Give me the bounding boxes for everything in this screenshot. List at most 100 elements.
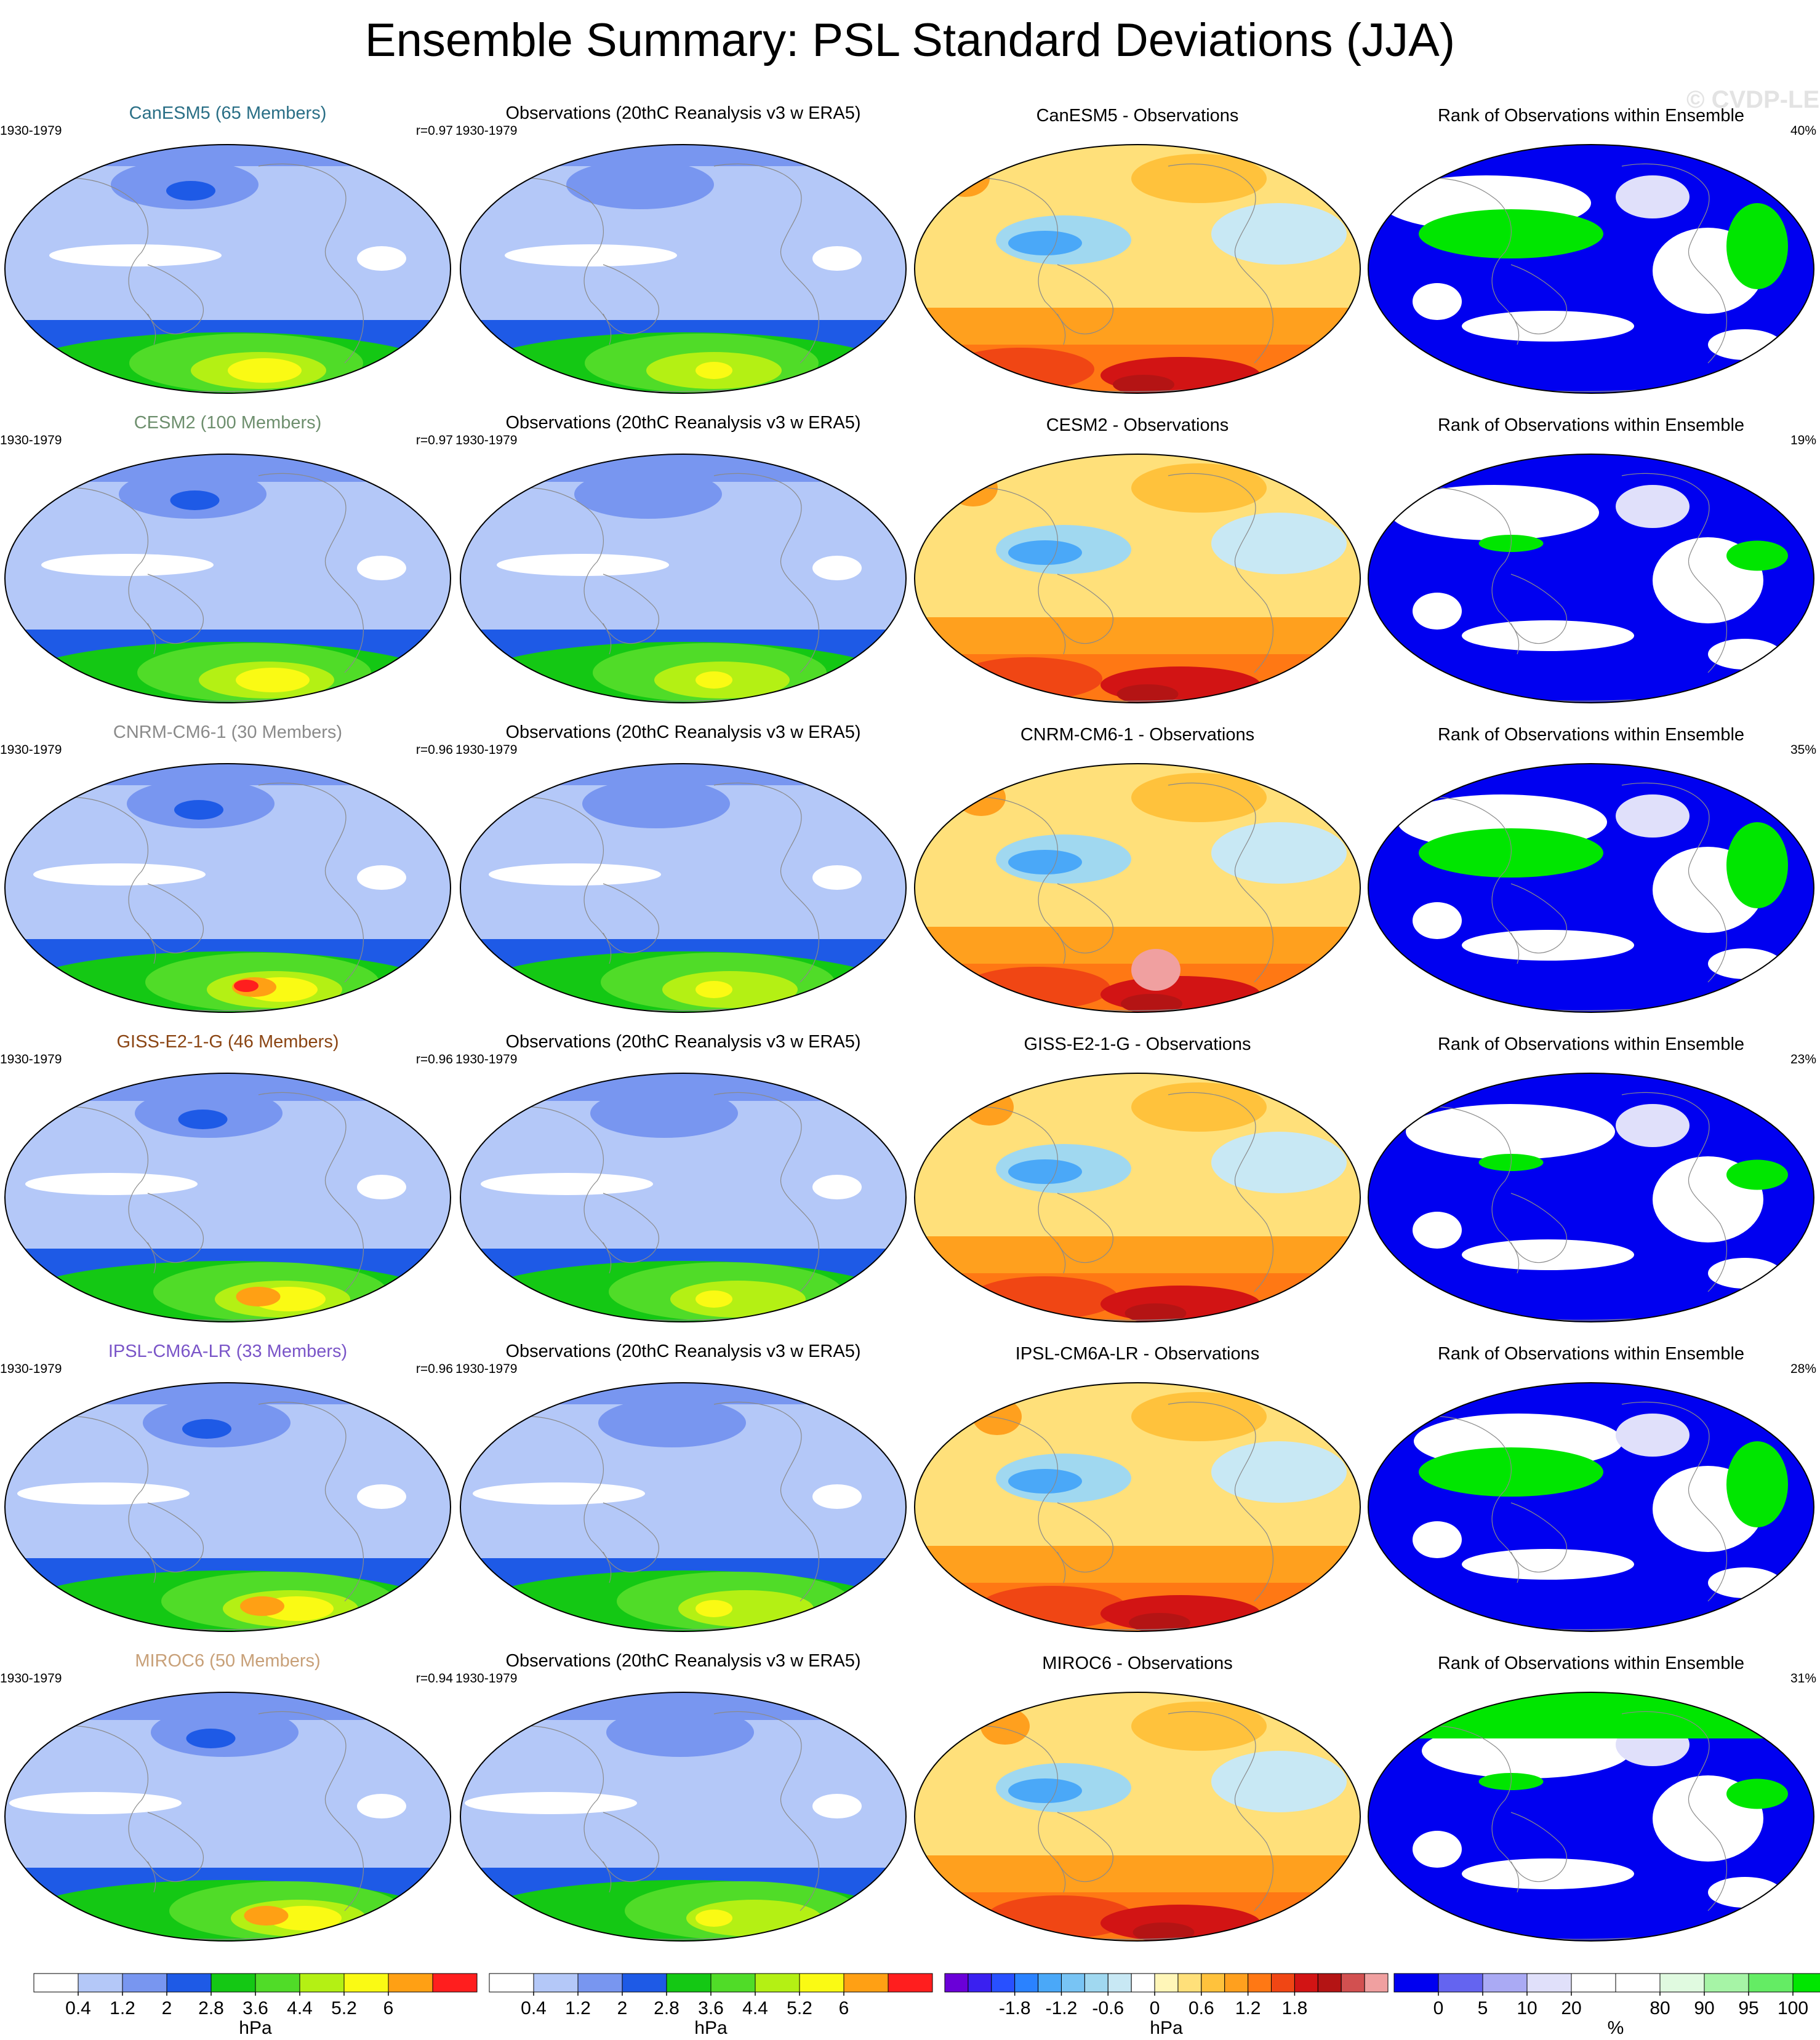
colorbar-swatch [388, 1973, 433, 1993]
colorbar-tick-label: 2.8 [198, 1998, 224, 2018]
correlation-label: r=0.96 [415, 743, 453, 757]
map-diff [910, 1380, 1365, 1634]
map-rank [1363, 451, 1819, 706]
colorbar-swatch [622, 1973, 667, 1993]
map-obs [455, 1689, 911, 1944]
panel-model: CNRM-CM6-1 (30 Members) 1930-1979 r=0.96 [0, 705, 455, 1015]
map-fill [5, 1073, 451, 1322]
contour-region [1132, 1922, 1195, 1941]
map-model [0, 1689, 455, 1944]
main-title: Ensemble Summary: PSL Standard Deviation… [364, 14, 1456, 66]
map-border [1368, 1073, 1814, 1322]
colorbar-swatch [533, 1973, 579, 1993]
contour-region [1131, 1392, 1267, 1441]
coastline-asia [1400, 797, 1520, 964]
colorbar-swatch [1571, 1973, 1616, 1993]
colorbar-tick-label: 6 [383, 1998, 394, 2018]
contour-region [566, 160, 714, 209]
coastline-asia [1400, 487, 1520, 655]
map-fill [915, 764, 1360, 1012]
map-model-svg [4, 144, 451, 394]
coastline-asia [1400, 1106, 1520, 1274]
contour-region [1390, 485, 1599, 540]
colorbar-swatch [1084, 1973, 1108, 1993]
coastline-asia [1400, 1416, 1520, 1583]
colorbar-swatch [1393, 1973, 1439, 1993]
colorbar-swatch [755, 1973, 800, 1993]
colorbar-tick-label: 6 [839, 1998, 849, 2018]
colorbar-swatch [1482, 1973, 1528, 1993]
panel-diff: CNRM-CM6-1 - Observations [910, 705, 1365, 1015]
colorbar-tick-label: 4.4 [742, 1998, 768, 2018]
map-border [914, 763, 1361, 1013]
contour-region [1131, 1082, 1267, 1132]
map-obs [455, 1070, 911, 1325]
contour-region [1708, 639, 1782, 670]
colorbar-tick-label: 100 [1778, 1998, 1808, 2018]
map-diff-svg [914, 1382, 1361, 1632]
contour-region [1131, 773, 1267, 822]
colorbar-swatch [1014, 1973, 1039, 1993]
map-model-svg [4, 1382, 451, 1632]
panel-obs: Observations (20thC Reanalysis v3 w ERA5… [455, 1634, 911, 1944]
contour-region [955, 657, 1102, 700]
contour-region [1131, 1702, 1267, 1751]
map-rank [1363, 142, 1819, 396]
contour-region [1413, 1212, 1462, 1249]
map-fill [460, 764, 906, 1012]
period-label: 1930-1979 [0, 1671, 62, 1686]
contour-region [166, 181, 215, 201]
correlation-label: r=0.96 [415, 1052, 453, 1066]
map-border [4, 763, 451, 1013]
panel-title: Rank of Observations within Ensemble [1437, 106, 1745, 126]
colorbar-swatch [577, 1973, 623, 1993]
map-rank-svg [1368, 454, 1814, 703]
contour-region [696, 981, 732, 998]
map-rank [1363, 761, 1819, 1015]
colorbar-tick-label: 2.8 [654, 1998, 679, 2018]
coastline-australia [147, 1193, 204, 1263]
coastline-americas [713, 473, 819, 673]
colorbar-swatch [166, 1973, 212, 1993]
rank-percent-label: 19% [1790, 433, 1816, 447]
contour-region [186, 1729, 236, 1748]
map-obs-svg [460, 144, 907, 394]
colorbar-tick-label: 1.2 [565, 1998, 591, 2018]
colorbar-tick-label: 0.4 [521, 1998, 547, 2018]
map-border [4, 454, 451, 703]
coastline-americas [1621, 782, 1727, 983]
map-border [914, 1382, 1361, 1632]
colorbar-tick-label: 1.8 [1282, 1998, 1308, 2018]
coastline-asia [946, 797, 1066, 964]
colorbar-swatch [33, 1973, 79, 1993]
contour-region [1008, 540, 1082, 565]
coastline-americas [713, 782, 819, 983]
colorbar-swatch [968, 1973, 992, 1993]
contour-region [481, 1173, 653, 1195]
panel-title: MIROC6 - Observations [1042, 1654, 1233, 1673]
colorbar-swatch [1038, 1973, 1062, 1993]
contour-region [574, 470, 722, 519]
map-fill [460, 1692, 906, 1941]
map-border [4, 144, 451, 394]
colorbar-swatch [1438, 1973, 1483, 1993]
map-model-svg [4, 454, 451, 703]
panel-obs: Observations (20thC Reanalysis v3 w ERA5… [455, 86, 911, 396]
colorbar-swatch [1792, 1973, 1820, 1993]
contour-region [1708, 948, 1782, 979]
map-fill [915, 1073, 1360, 1322]
coastline-americas [1168, 1401, 1273, 1602]
colorbar-rank: 0 5 10 20 80 90 95 100% [1388, 1966, 1820, 2037]
map-obs-svg [460, 1692, 907, 1942]
coastline-australia [147, 574, 204, 644]
contour-region [1726, 1159, 1788, 1190]
contour-region [1708, 1877, 1782, 1908]
contour-region [41, 554, 214, 576]
map-obs [455, 451, 911, 706]
map-fill [1368, 1073, 1814, 1322]
panel-model: GISS-E2-1-G (46 Members) 1930-1979 r=0.96 [0, 1015, 455, 1325]
coastline-australia [1510, 1502, 1567, 1573]
colorbar-tick-label: 1.2 [1235, 1998, 1261, 2018]
colorbar-tick-label: 0.4 [65, 1998, 91, 2018]
contour-region [1129, 1613, 1190, 1631]
